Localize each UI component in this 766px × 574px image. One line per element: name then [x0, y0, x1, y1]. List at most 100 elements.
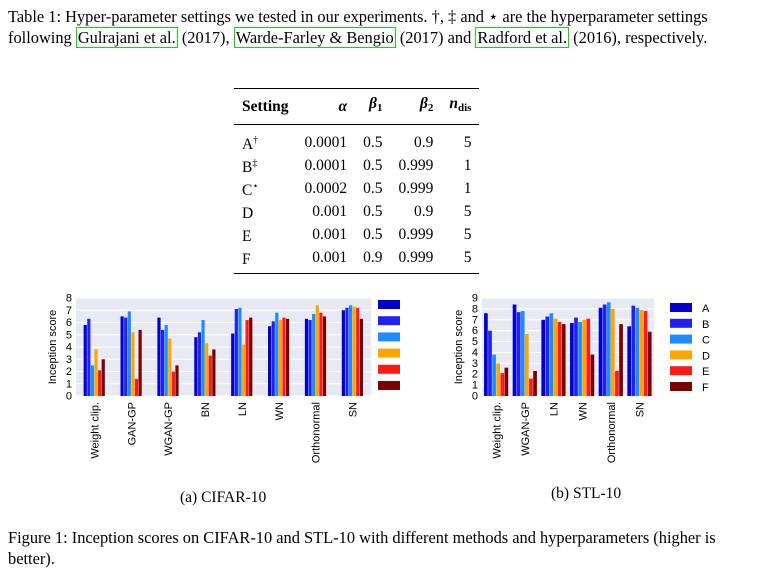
cell-ndis: 1 [463, 157, 472, 174]
bar [164, 324, 168, 396]
cell-setting: D [242, 205, 254, 222]
legend-swatch [670, 350, 692, 360]
bar [304, 318, 309, 396]
header-alpha: α [338, 97, 348, 115]
bar [643, 311, 648, 396]
bar [205, 343, 209, 396]
legend-swatch [378, 316, 400, 326]
bar [278, 320, 283, 396]
cell-setting: F [242, 251, 251, 268]
legend-swatch [670, 303, 692, 312]
bar [275, 312, 279, 396]
bar [94, 349, 98, 396]
plot-area [482, 298, 654, 396]
cell-setting: E [242, 228, 252, 245]
bar [606, 302, 611, 396]
bar [98, 370, 102, 396]
bar [631, 305, 636, 396]
table-row: F 0.001 0.9 0.999 5 [234, 246, 480, 274]
y-tick-label: 4 [472, 347, 478, 359]
bar [160, 329, 165, 396]
citation-link-warde-farley[interactable]: Warde-Farley & Bengio [233, 27, 396, 48]
bar [245, 320, 249, 396]
bar [120, 316, 124, 396]
bar [138, 329, 142, 396]
y-tick-label: 4 [66, 342, 72, 354]
bar [282, 317, 286, 396]
legend-swatch [378, 348, 400, 358]
legend-swatch [670, 318, 692, 328]
y-tick-label: 6 [66, 317, 72, 329]
x-tick-label: GAN-GP [126, 402, 138, 445]
bar [496, 363, 501, 396]
bar [175, 365, 179, 396]
bar [124, 317, 128, 396]
bar [492, 354, 496, 396]
bar [249, 317, 253, 396]
bar [647, 331, 652, 396]
bar [615, 370, 619, 396]
bar [134, 378, 139, 396]
subcaption-stl10: (b) STL-10 [551, 485, 622, 502]
table-header-row: Setting α β1 β2 ndis [234, 88, 480, 125]
bar [168, 338, 172, 396]
cell-beta2: 0.999 [398, 157, 434, 174]
y-tick-label: 3 [66, 354, 72, 366]
bar [525, 333, 529, 396]
bar [271, 321, 275, 396]
header-beta1: β1 [369, 95, 383, 114]
cell-beta2: 0.999 [398, 180, 434, 197]
citation-link-radford[interactable]: Radford et al. [475, 27, 570, 48]
y-tick-label: 9 [472, 293, 478, 305]
bar [520, 311, 525, 396]
y-axis-label: Inception score [453, 310, 465, 385]
bar [212, 349, 216, 396]
cell-beta1: 0.5 [363, 180, 383, 197]
bar [504, 367, 509, 396]
bar [87, 318, 91, 396]
y-tick-label: 1 [66, 378, 72, 390]
bar [101, 359, 105, 396]
bar [570, 323, 574, 396]
x-tick-label: Weight clip. [89, 402, 101, 459]
cell-alpha: 0.001 [312, 203, 348, 220]
bar [500, 373, 505, 396]
cell-beta1: 0.5 [363, 203, 383, 220]
table-caption-text: Hyper-parameter settings we tested in ou… [8, 7, 708, 47]
x-tick-label: WGAN-GP [163, 402, 175, 456]
citation-link-gulrajani[interactable]: Gulrajani et al. [75, 27, 178, 48]
y-tick-label: 2 [472, 369, 478, 381]
cell-alpha: 0.0001 [304, 157, 348, 174]
bar [241, 344, 246, 396]
citation-year: (2017) [181, 28, 226, 47]
header-ndis: ndis [449, 95, 472, 114]
cell-ndis: 1 [463, 180, 472, 197]
cell-ndis: 5 [463, 134, 472, 151]
bar [356, 307, 360, 396]
bar [312, 313, 316, 396]
x-tick-label: LN [549, 402, 561, 416]
cell-beta1: 0.5 [363, 157, 383, 174]
bar [286, 318, 290, 396]
legend-swatch [670, 382, 692, 391]
y-tick-label: 6 [472, 325, 478, 337]
x-tick-label: SN [348, 402, 360, 417]
figure-caption: Figure 1: Inception scores on CIFAR-10 a… [8, 527, 760, 569]
legend-swatch [670, 366, 692, 376]
table-row: B‡ 0.0001 0.5 0.999 1 [234, 154, 479, 177]
bar [90, 365, 95, 396]
bar [319, 312, 323, 396]
x-tick-label: BN [200, 402, 212, 417]
bar [586, 318, 591, 396]
bar [484, 313, 488, 396]
bar [541, 319, 546, 396]
x-tick-label: WGAN-GP [520, 402, 532, 456]
x-tick-label: Orthonormal [311, 402, 323, 463]
legend-label: F [702, 382, 709, 394]
figure-caption-text: Inception scores on CIFAR-10 and STL-10 … [8, 528, 716, 568]
cell-beta1: 0.5 [363, 226, 383, 243]
bar [231, 333, 235, 396]
bar [308, 320, 312, 396]
y-axis-label: Inception score [47, 310, 59, 385]
